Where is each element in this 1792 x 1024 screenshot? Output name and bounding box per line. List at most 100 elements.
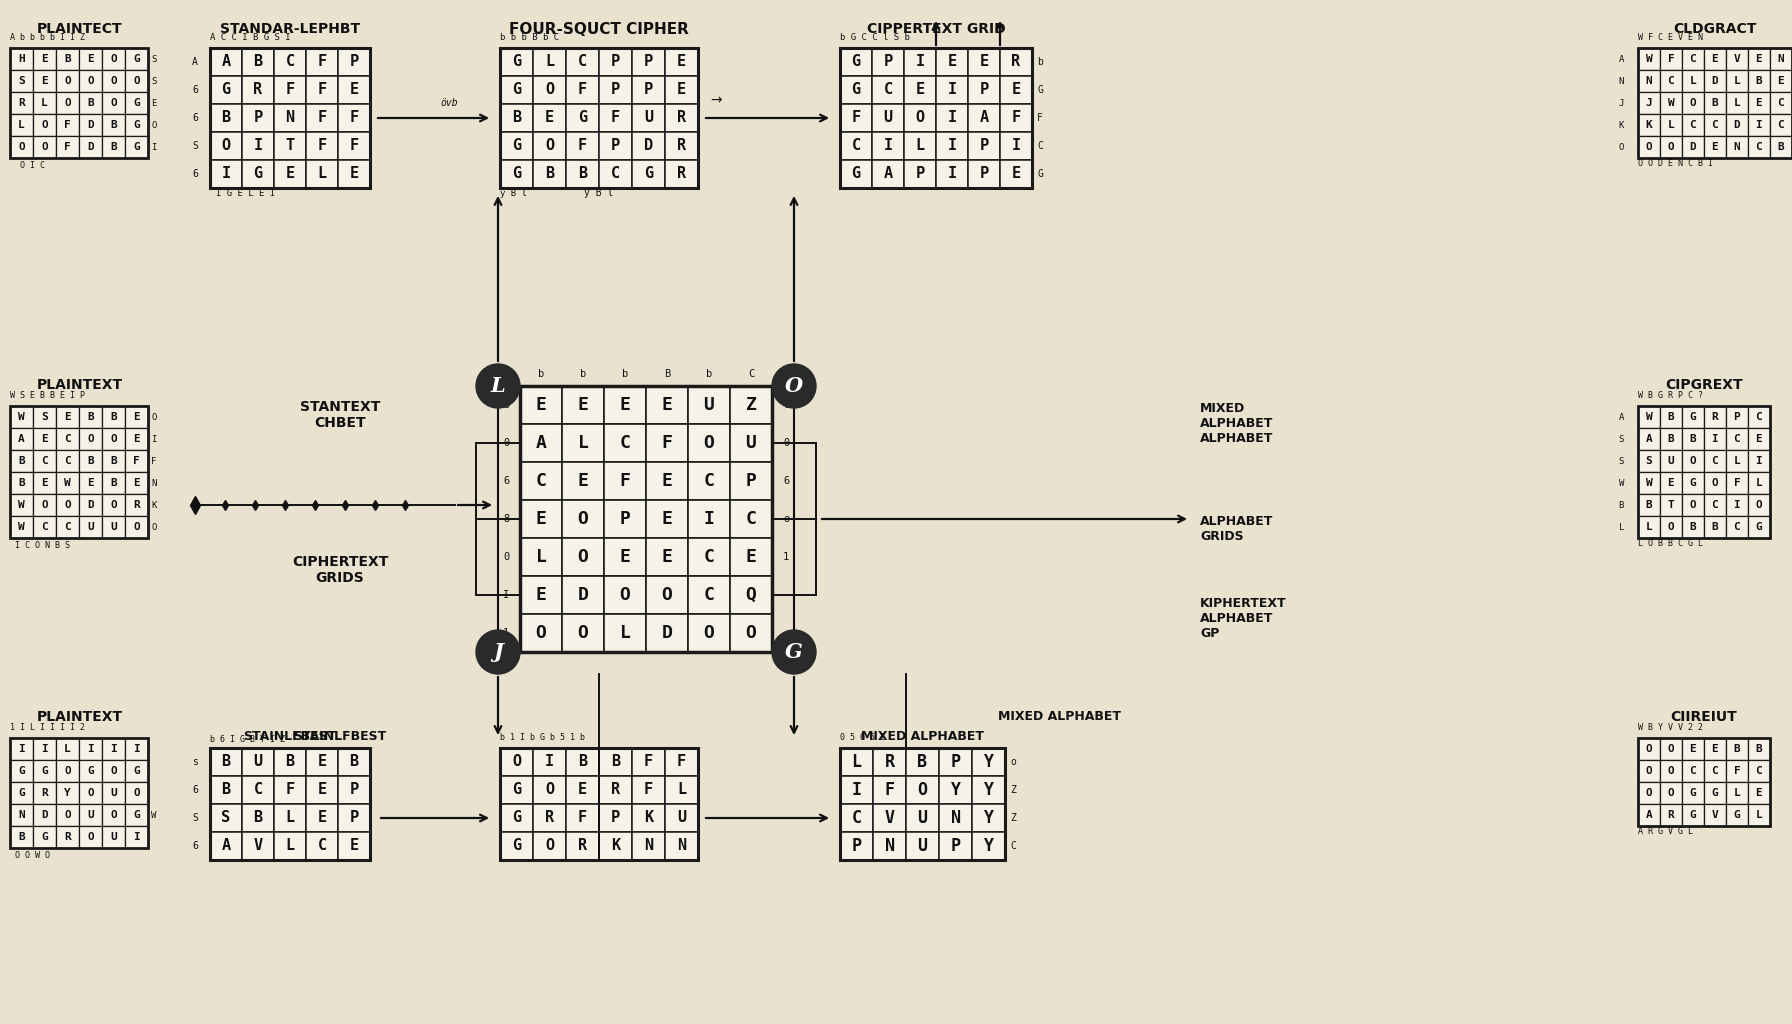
Bar <box>665 160 699 188</box>
Bar <box>306 831 339 860</box>
Text: O: O <box>133 76 140 86</box>
Text: G: G <box>1690 788 1697 798</box>
Bar <box>1638 136 1659 158</box>
Text: E: E <box>661 548 672 566</box>
Text: S: S <box>1645 456 1652 466</box>
Text: I: I <box>948 83 957 97</box>
Text: 1: 1 <box>504 628 509 638</box>
Text: L: L <box>41 98 48 108</box>
Bar <box>1659 450 1683 472</box>
Text: L O B B C G L: L O B B C G L <box>1638 540 1702 549</box>
Bar <box>520 462 563 500</box>
Bar <box>935 76 968 104</box>
Text: P: P <box>349 782 358 798</box>
Bar <box>599 76 633 104</box>
Text: G: G <box>41 831 48 842</box>
Bar <box>1770 114 1792 136</box>
Bar <box>1704 406 1726 428</box>
Bar <box>11 738 149 848</box>
Text: G: G <box>1690 412 1697 422</box>
Bar <box>665 48 699 76</box>
Text: CIIREIUT: CIIREIUT <box>1670 710 1738 724</box>
Text: F: F <box>133 456 140 466</box>
Text: E: E <box>1778 76 1785 86</box>
Bar <box>500 804 532 831</box>
Text: O: O <box>577 510 588 528</box>
Text: P: P <box>1733 412 1740 422</box>
Text: O: O <box>222 138 231 154</box>
Text: 6: 6 <box>192 841 197 851</box>
Bar <box>11 48 149 158</box>
Bar <box>1659 428 1683 450</box>
Text: C: C <box>1778 120 1785 130</box>
Bar <box>532 804 566 831</box>
Text: E: E <box>1011 83 1021 97</box>
Text: P: P <box>980 138 989 154</box>
Bar <box>604 614 645 652</box>
Text: I: I <box>1756 120 1762 130</box>
Bar <box>79 48 102 70</box>
Bar <box>339 132 369 160</box>
Text: E: E <box>1756 788 1762 798</box>
Text: C: C <box>579 54 588 70</box>
Text: B: B <box>1645 500 1652 510</box>
Bar <box>563 538 604 575</box>
Text: O: O <box>545 83 554 97</box>
Text: O: O <box>1690 456 1697 466</box>
Bar <box>1659 760 1683 782</box>
Text: N: N <box>1778 54 1785 63</box>
Text: C: C <box>883 83 892 97</box>
Bar <box>903 160 935 188</box>
Text: A C C I B G S I: A C C I B G S I <box>210 33 290 42</box>
Bar <box>32 804 56 826</box>
Bar <box>1659 136 1683 158</box>
Text: STAINLFBEST: STAINLFBEST <box>294 730 387 743</box>
Bar <box>1747 136 1770 158</box>
Bar <box>688 462 729 500</box>
Bar <box>1659 782 1683 804</box>
Text: F: F <box>1038 113 1043 123</box>
Text: S: S <box>18 76 25 86</box>
Text: G: G <box>222 83 231 97</box>
Text: U: U <box>918 837 928 855</box>
Bar <box>56 472 79 494</box>
Text: U: U <box>643 111 652 126</box>
Text: B: B <box>545 167 554 181</box>
Bar <box>520 538 563 575</box>
Bar <box>210 776 242 804</box>
Bar <box>907 776 939 804</box>
Bar <box>1683 516 1704 538</box>
Bar <box>339 104 369 132</box>
Bar <box>665 76 699 104</box>
Text: P: P <box>611 811 620 825</box>
Text: I: I <box>253 138 263 154</box>
Text: O: O <box>88 434 93 444</box>
Bar <box>968 48 1000 76</box>
Text: Z: Z <box>1011 813 1016 823</box>
Text: E: E <box>317 811 326 825</box>
Bar <box>1704 114 1726 136</box>
Bar <box>125 450 149 472</box>
Text: I: I <box>1011 138 1021 154</box>
Text: G: G <box>1690 810 1697 820</box>
Bar <box>1659 114 1683 136</box>
Text: B: B <box>109 412 116 422</box>
Text: A R G V G L: A R G V G L <box>1638 827 1693 837</box>
Text: P: P <box>980 83 989 97</box>
Text: 6: 6 <box>783 400 788 410</box>
Bar <box>11 782 32 804</box>
Text: F: F <box>643 782 652 798</box>
Bar <box>665 748 699 776</box>
Bar <box>729 424 772 462</box>
Text: O O D E N C B I: O O D E N C B I <box>1638 160 1713 169</box>
Bar <box>604 500 645 538</box>
Text: Y: Y <box>950 781 961 799</box>
Bar <box>1638 738 1659 760</box>
Text: O: O <box>1690 500 1697 510</box>
Bar <box>599 748 633 776</box>
Bar <box>1683 428 1704 450</box>
Bar <box>729 575 772 614</box>
Bar <box>520 386 563 424</box>
Bar <box>1770 48 1792 70</box>
Text: B: B <box>18 831 25 842</box>
